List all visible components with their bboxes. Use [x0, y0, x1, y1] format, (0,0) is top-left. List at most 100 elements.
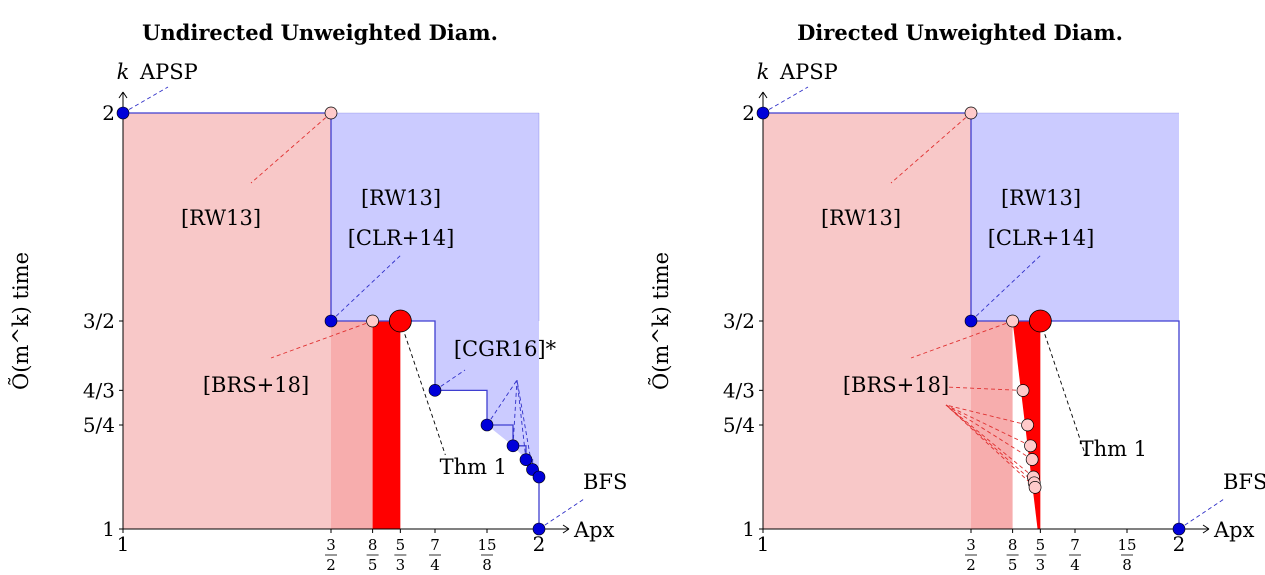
rw13-leader: [250, 112, 332, 184]
upper-bound-point: [964, 314, 978, 328]
y-tick-label: 5/4: [723, 413, 755, 437]
y-tick-label: 3/2: [723, 309, 755, 333]
bfs-label: BFS: [1223, 470, 1265, 494]
x-tick-numerator: 15: [477, 536, 496, 554]
citation-label: [CLR+14]: [348, 226, 455, 250]
y-axis-label: Õ(m^k) time: [649, 252, 673, 390]
lower-bound-point: [1006, 314, 1019, 328]
lower-bound-region: [123, 113, 331, 529]
cgr16-leader: [512, 379, 518, 446]
x-axis-label: Apx: [573, 518, 615, 542]
x-tick-numerator: 8: [1008, 536, 1018, 554]
y-axis-arrow: [758, 91, 768, 99]
x-tick-numerator: 3: [326, 536, 336, 554]
chart-title: Directed Unweighted Diam.: [797, 20, 1123, 45]
x-tick-denominator: 5: [368, 556, 378, 574]
bfs-leader: [1178, 498, 1225, 530]
x-tick-numerator: 7: [1070, 536, 1080, 554]
thm1-leader: [1039, 320, 1086, 456]
upper-bound-point: [532, 470, 546, 484]
chart-panel-undirected: Undirected Unweighted Diam. k APSP Apx BFS Õ(…: [9, 20, 627, 574]
brs18-leader: [945, 386, 1024, 391]
upper-bound-point: [324, 314, 338, 328]
lower-bound-point: [1024, 439, 1037, 453]
lower-bound-region-mid: [331, 321, 373, 529]
y-axis-label: Õ(m^k) time: [9, 252, 33, 390]
chart-title: Undirected Unweighted Diam.: [142, 20, 498, 45]
upper-bound-point: [519, 453, 533, 466]
x-tick-denominator: 8: [482, 556, 492, 574]
bfs-leader: [538, 498, 585, 530]
citation-label: Thm 1: [1080, 437, 1147, 461]
citation-label: [RW13]: [361, 186, 441, 210]
y-tick-label: 2: [742, 101, 755, 125]
x-tick-numerator: 7: [430, 536, 440, 554]
cgr16-leader: [434, 369, 466, 391]
y-tick-label: 1: [102, 517, 115, 541]
cgr16-leader: [486, 379, 518, 426]
lower-bound-point: [964, 106, 978, 120]
clr14-leader: [330, 254, 402, 322]
y-axis-k-label: k: [757, 60, 770, 84]
citation-label: [CLR+14]: [988, 226, 1095, 250]
citation-label: [RW13]: [821, 206, 901, 230]
x-tick-denominator: 8: [1122, 556, 1132, 574]
upper-bound-point: [480, 418, 494, 432]
upper-bound-point: [756, 106, 770, 120]
x-tick-denominator: 3: [396, 556, 406, 574]
bfs-label: BFS: [583, 470, 627, 494]
x-axis-label: Apx: [1213, 518, 1255, 542]
lower-bound-point: [366, 314, 379, 328]
brs18-leader: [945, 404, 1031, 447]
upper-bound-point: [116, 106, 130, 120]
y-tick-label: 4/3: [723, 378, 755, 402]
x-tick-numerator: 5: [1036, 536, 1046, 554]
x-axis-arrow: [562, 524, 570, 534]
x-tick-denominator: 2: [966, 556, 976, 574]
x-tick-numerator: 15: [1117, 536, 1136, 554]
citation-label: [RW13]: [181, 206, 261, 230]
new-result-point: [388, 309, 412, 333]
y-tick-label: 2: [102, 101, 115, 125]
y-tick-label: 1: [742, 517, 755, 541]
x-tick-label: 1: [757, 532, 770, 556]
x-tick-denominator: 4: [430, 556, 440, 574]
new-lower-bound-region: [372, 321, 401, 529]
y-axis-arrow: [118, 91, 128, 99]
rw13-leader: [890, 112, 972, 184]
x-tick-label: 2: [533, 532, 546, 556]
clr14-leader: [970, 254, 1042, 322]
brs18-leader: [945, 404, 1033, 460]
brs18-leader: [945, 404, 1035, 484]
upper-bound-point: [1172, 522, 1186, 536]
x-tick-numerator: 5: [396, 536, 406, 554]
lower-bound-point: [1025, 453, 1039, 466]
citation-label: Thm 1: [440, 455, 507, 479]
upper-bound-region: [331, 113, 539, 477]
y-axis-k-label: k: [117, 60, 130, 84]
lower-bound-point: [1016, 384, 1030, 397]
upper-bound-point: [532, 522, 546, 536]
lower-bound-point: [324, 106, 338, 120]
apsp-label: APSP: [779, 60, 838, 84]
apsp-leader: [762, 86, 809, 114]
brs18-leader: [945, 404, 1034, 478]
cgr16-leader: [516, 379, 527, 460]
upper-bound-point: [428, 384, 442, 397]
upper-bound-region: [971, 113, 1179, 321]
chart-panel-directed: Directed Unweighted Diam. k APSP Apx BFS Õ(m^…: [649, 20, 1265, 574]
citation-label: [RW13]: [1001, 186, 1081, 210]
x-tick-denominator: 3: [1036, 556, 1046, 574]
citation-label: [BRS+18]: [203, 373, 309, 397]
x-tick-denominator: 4: [1070, 556, 1080, 574]
citation-label: [BRS+18]: [843, 373, 949, 397]
x-tick-label: 1: [117, 532, 130, 556]
y-tick-label: 5/4: [83, 413, 115, 437]
x-tick-denominator: 5: [1008, 556, 1018, 574]
y-tick-label: 3/2: [83, 309, 115, 333]
apsp-leader: [122, 86, 169, 114]
brs18-leader: [945, 404, 1036, 488]
x-tick-numerator: 8: [368, 536, 378, 554]
x-tick-numerator: 3: [966, 536, 976, 554]
